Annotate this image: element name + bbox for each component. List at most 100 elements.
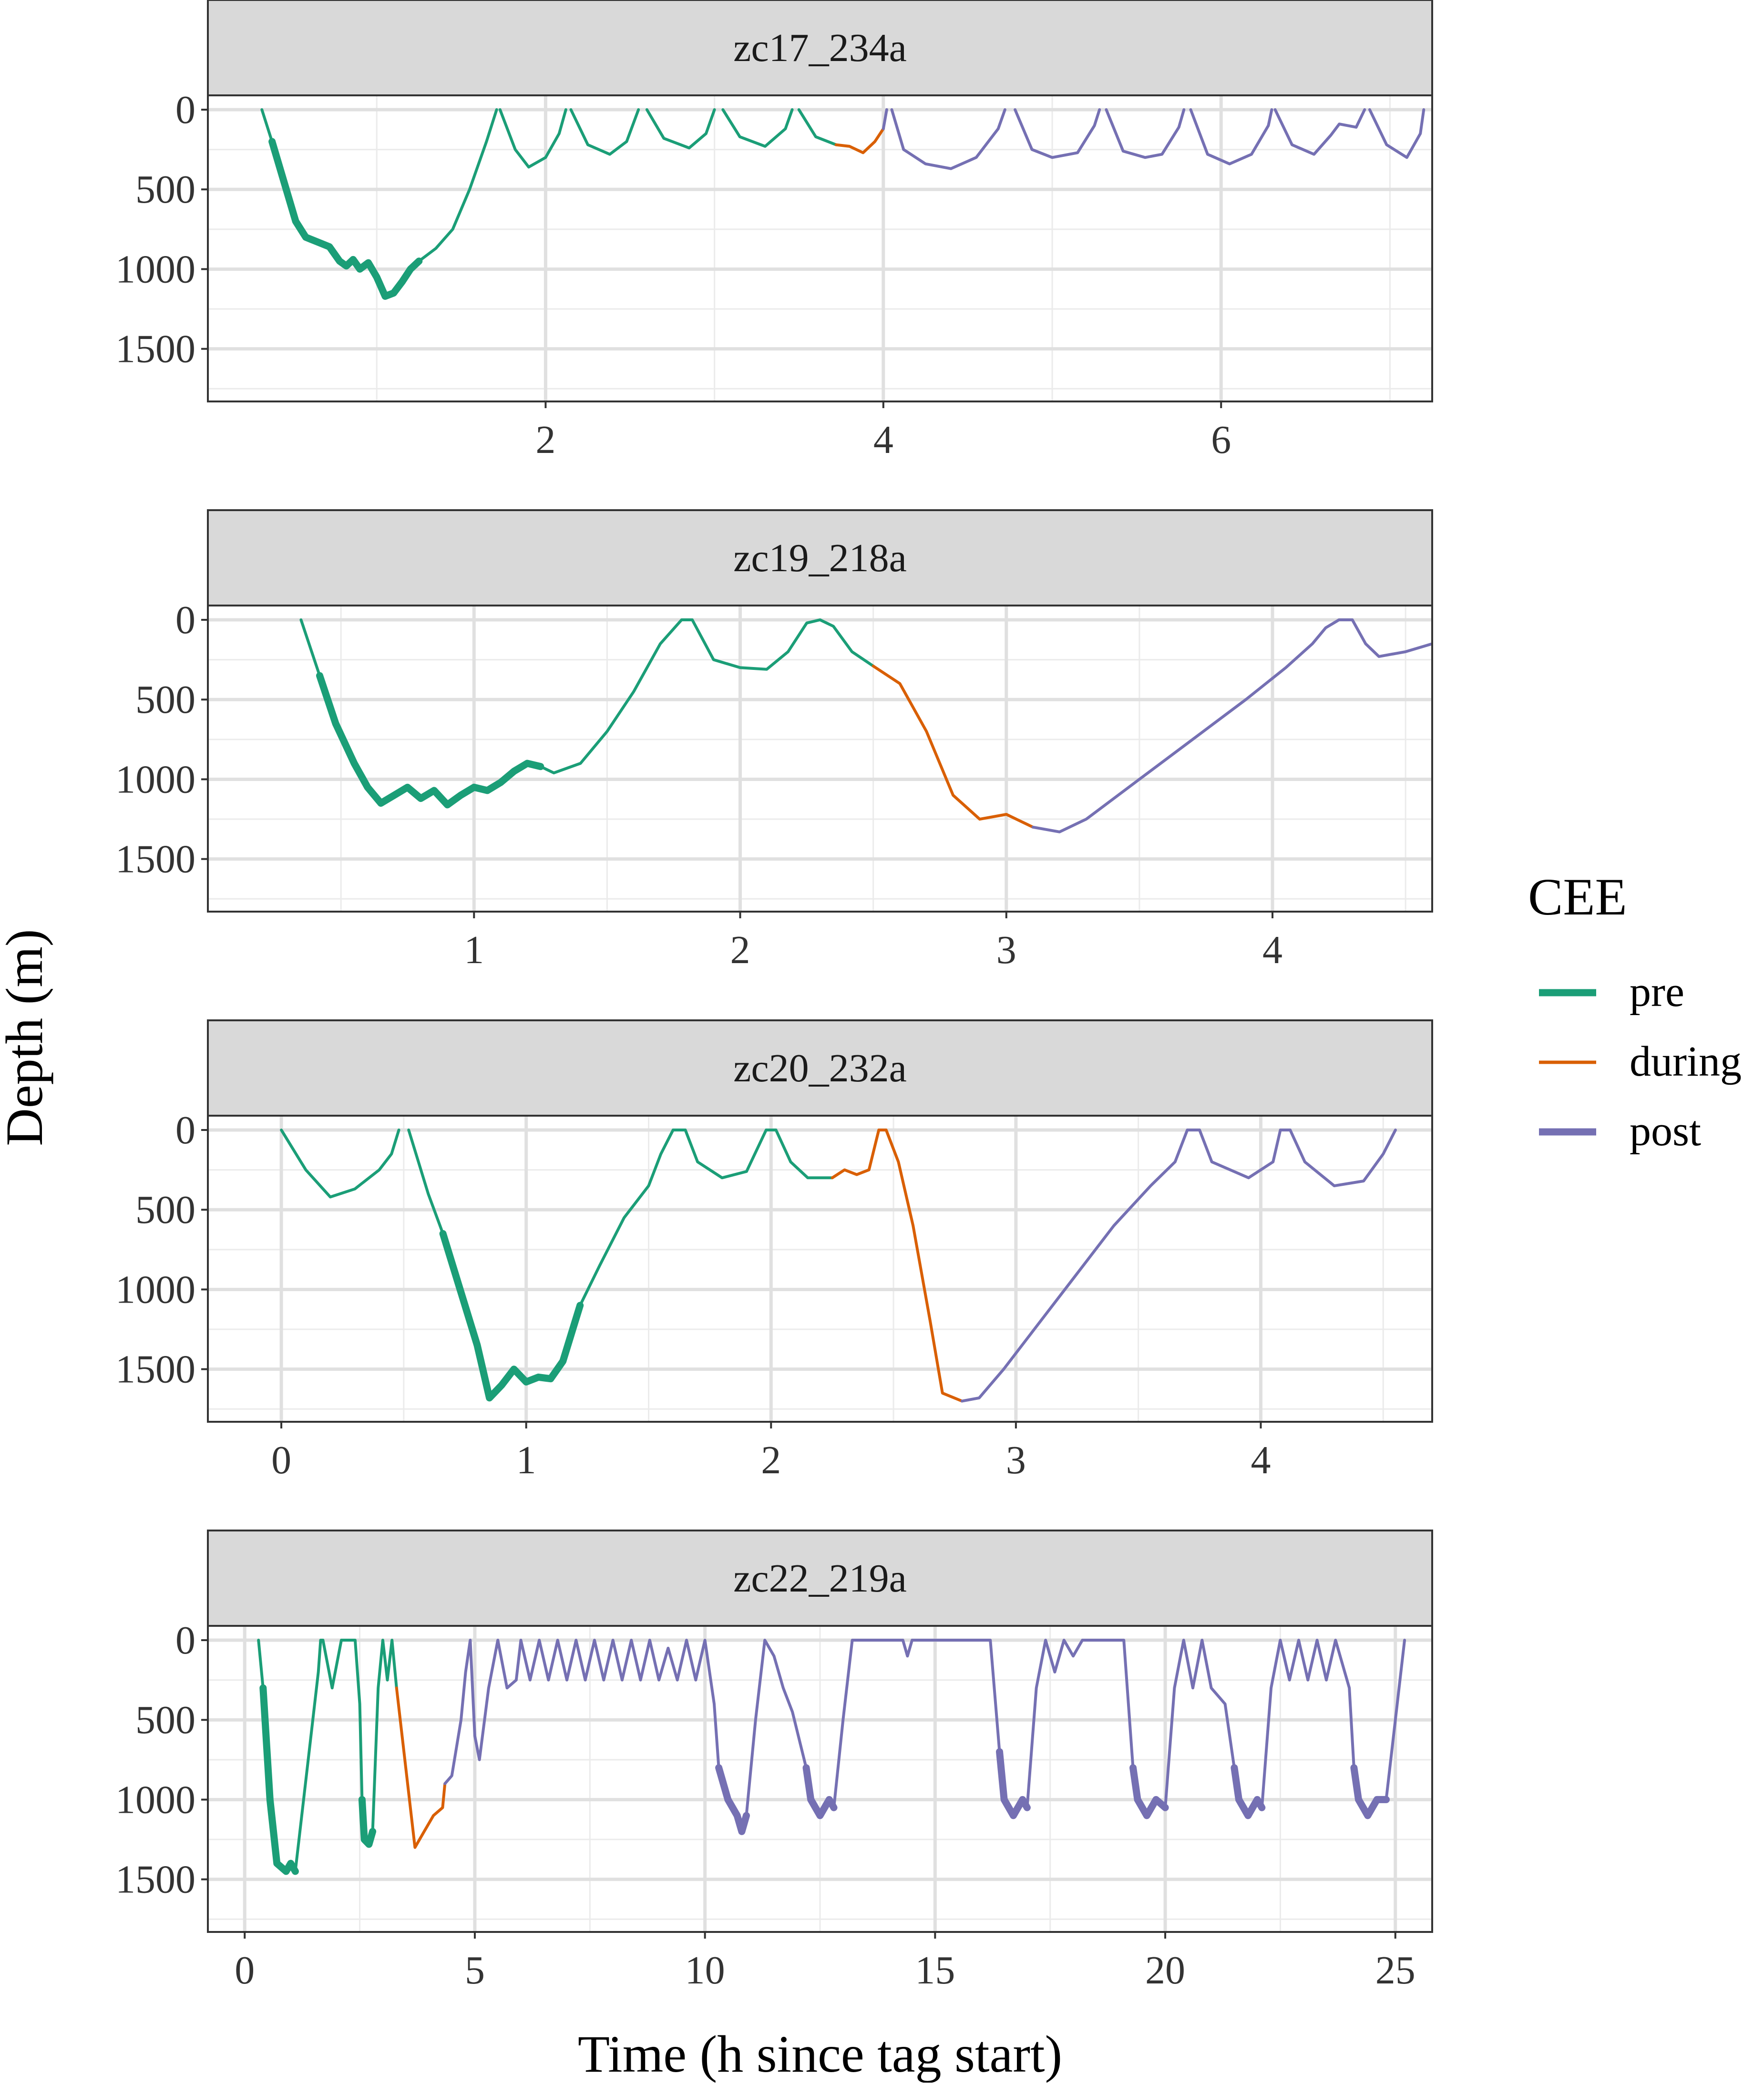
y-tick-label: 1000 <box>115 757 195 801</box>
series-line-pre <box>407 1129 445 1235</box>
legend-label-pre: pre <box>1630 968 1684 1016</box>
y-tick-label: 500 <box>135 1188 195 1232</box>
legend-label-during: during <box>1630 1038 1742 1085</box>
facet-strip <box>207 0 1433 96</box>
facet-panel-1: zc17_234a 0 500 1000 1500 2 4 6 <box>115 0 1433 462</box>
plot-area <box>208 95 1432 401</box>
series-line-pre <box>294 1639 364 1873</box>
facet-panel-4: zc22_219a 0 500 1000 1500 0 5 10 15 20 25 <box>115 1530 1433 1993</box>
x-tick-label: 20 <box>1145 1948 1185 1993</box>
series-line-post-foraging <box>996 1748 1031 1819</box>
y-tick-label: 500 <box>135 1698 195 1742</box>
series-line-post-foraging <box>715 1764 750 1835</box>
x-tick-label: 25 <box>1375 1948 1415 1993</box>
y-tick-label: 1000 <box>115 1777 195 1822</box>
series-line-pre <box>371 1639 398 1833</box>
series-line-post-foraging <box>1350 1764 1390 1819</box>
facet-panel-3: zc20_232a 0 500 1000 1500 0 1 2 3 4 <box>115 1019 1433 1482</box>
series-line-pre-foraging <box>358 1796 377 1848</box>
series-line-pre-foraging <box>268 138 423 300</box>
series-line-during <box>395 1686 447 1849</box>
x-tick-label: 1 <box>516 1438 536 1482</box>
series-line-pre-foraging <box>439 1230 584 1402</box>
series-line-pre <box>578 1129 834 1307</box>
y-axis-title: Depth (m) <box>0 929 53 1146</box>
facet-strip <box>207 1530 1433 1627</box>
facet-strip-label: zc19_218a <box>733 536 907 580</box>
x-tick-label: 3 <box>1006 1438 1026 1482</box>
series-line-post-foraging <box>802 1764 838 1819</box>
x-tick-label: 0 <box>235 1948 255 1993</box>
x-tick-label: 5 <box>465 1948 485 1993</box>
y-tick-label: 1500 <box>115 327 195 371</box>
x-tick-label: 3 <box>996 928 1016 972</box>
series-line-during <box>872 665 1035 829</box>
y-tick-label: 500 <box>135 678 195 722</box>
x-tick-label: 4 <box>873 418 893 462</box>
y-tick-label: 500 <box>135 167 195 212</box>
series-line-pre <box>260 108 274 143</box>
panel-border <box>207 1625 1433 1933</box>
series-line-pre-foraging <box>316 672 544 809</box>
series-line-post <box>1260 1639 1355 1809</box>
x-tick-label: 2 <box>761 1438 781 1482</box>
y-tick-label: 0 <box>175 598 195 642</box>
x-tick-label: 2 <box>535 418 555 462</box>
series-line-pre-foraging <box>259 1684 299 1875</box>
x-tick-label: 2 <box>730 928 750 972</box>
series-line-post <box>890 108 1006 170</box>
legend-title: CEE <box>1528 868 1627 926</box>
series-line-during <box>831 1129 964 1403</box>
series-line-post <box>745 1639 808 1817</box>
y-tick-label: 0 <box>175 88 195 132</box>
x-tick-label: 1 <box>464 928 484 972</box>
y-tick-label: 0 <box>175 1108 195 1152</box>
facet-strip-label: zc22_219a <box>733 1556 907 1601</box>
panel-border <box>207 605 1433 913</box>
series-line-post <box>1031 618 1432 833</box>
plot-area <box>208 606 1432 912</box>
series-line-pre <box>280 1129 400 1199</box>
series-line-post-foraging <box>1129 1764 1169 1819</box>
series-line-post <box>1105 108 1186 159</box>
plot-background <box>208 1116 1432 1422</box>
x-tick-label: 10 <box>685 1948 725 1993</box>
legend-label-post: post <box>1630 1108 1701 1155</box>
facet-strip <box>207 509 1433 606</box>
series-line-post <box>1014 108 1101 159</box>
series-line-post-foraging <box>1231 1764 1266 1819</box>
series-line-post <box>1164 1639 1236 1809</box>
series-line-post <box>1368 108 1426 159</box>
y-tick-label: 0 <box>175 1618 195 1663</box>
plot-area <box>208 1116 1432 1422</box>
y-tick-label: 1000 <box>115 1267 195 1312</box>
x-axis-title: Time (h since tag start) <box>578 2025 1062 2083</box>
x-tick-label: 4 <box>1251 1438 1271 1482</box>
series-line-pre <box>797 108 838 146</box>
facet-panel-2: zc19_218a 0 500 1000 1500 1 2 3 4 <box>115 509 1433 972</box>
series-line-pre <box>539 618 875 775</box>
series-line-post <box>960 1129 1397 1403</box>
panel-border <box>207 94 1433 402</box>
x-tick-label: 4 <box>1262 928 1282 972</box>
y-tick-label: 1000 <box>115 247 195 291</box>
facet-strip-label: zc20_232a <box>733 1046 907 1090</box>
plot-background <box>208 95 1432 401</box>
series-line-pre <box>299 618 321 678</box>
plot-background <box>208 606 1432 912</box>
series-line-post <box>443 1639 720 1785</box>
plot-area <box>208 1626 1432 1932</box>
series-line-pre <box>569 108 640 156</box>
y-tick-label: 1500 <box>115 837 195 882</box>
series-line-post <box>1385 1639 1406 1801</box>
series-line-post <box>1189 108 1273 165</box>
series-line-pre <box>257 1639 265 1690</box>
y-tick-label: 1500 <box>115 1347 195 1392</box>
x-tick-label: 15 <box>915 1948 955 1993</box>
panel-border <box>207 1115 1433 1423</box>
series-line-post <box>882 108 888 131</box>
series-line-post <box>1026 1639 1135 1809</box>
series-line-pre <box>645 108 716 150</box>
